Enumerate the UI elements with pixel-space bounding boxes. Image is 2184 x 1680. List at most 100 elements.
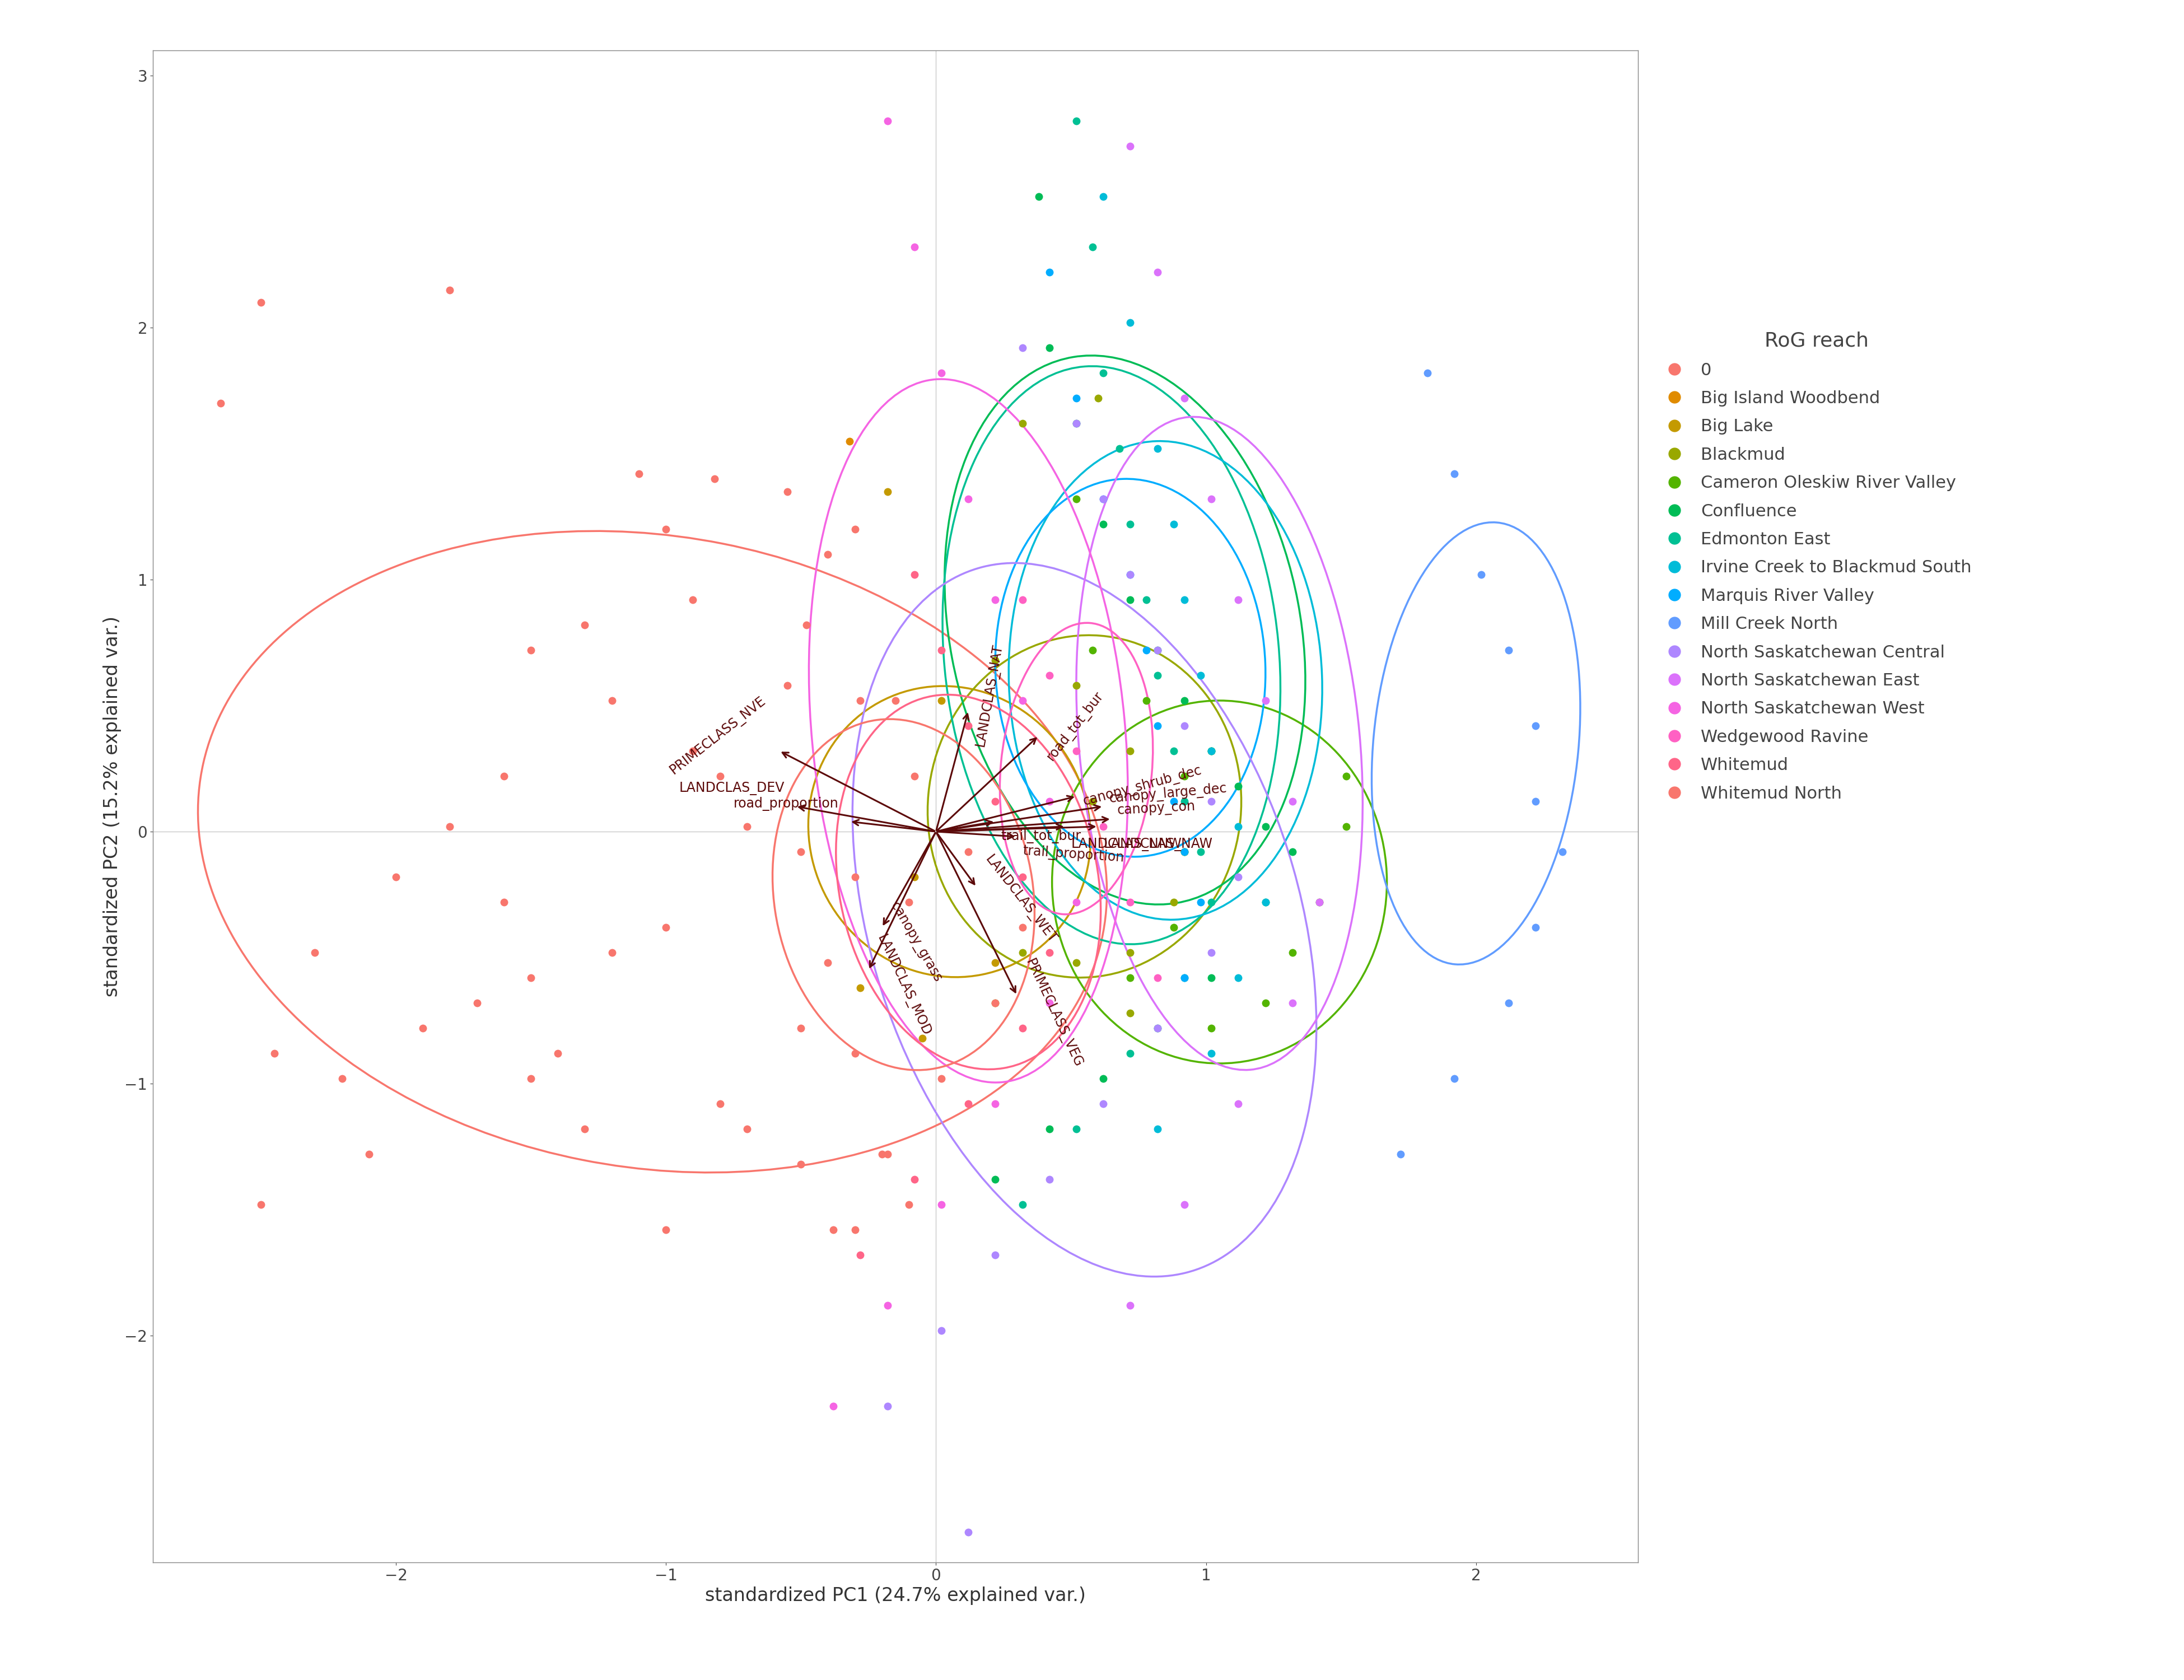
Point	[297, 939, 332, 966]
Point	[1166, 788, 1201, 815]
Point	[1166, 763, 1201, 790]
Point	[594, 687, 629, 714]
Text: LANDCLAS_NAW: LANDCLAS_NAW	[1103, 838, 1212, 850]
Point	[1155, 889, 1190, 916]
Point	[1031, 939, 1066, 966]
Text: road_proportion: road_proportion	[734, 796, 839, 811]
Point	[406, 1015, 441, 1042]
Point	[784, 1151, 819, 1178]
Point	[771, 477, 806, 504]
Point	[1059, 385, 1094, 412]
Point	[904, 1025, 939, 1052]
Point	[1075, 788, 1109, 815]
Point	[1221, 964, 1256, 991]
Point	[978, 788, 1013, 815]
Point	[1114, 1292, 1149, 1319]
Point	[924, 1191, 959, 1218]
Point	[1184, 838, 1219, 865]
Point	[1129, 637, 1164, 664]
Point	[1247, 990, 1282, 1016]
Point	[1114, 889, 1149, 916]
Point	[978, 1166, 1013, 1193]
Text: canopy_con: canopy_con	[1116, 800, 1197, 818]
Point	[1275, 990, 1310, 1016]
Point	[950, 1090, 985, 1117]
Point	[1129, 586, 1164, 613]
Point	[1166, 687, 1201, 714]
Point	[924, 360, 959, 386]
Point	[843, 1242, 878, 1268]
Point	[869, 1393, 904, 1420]
Point	[1114, 1000, 1149, 1026]
Point	[1059, 410, 1094, 437]
Point	[203, 390, 238, 417]
Point	[1085, 511, 1120, 538]
Text: LANDCLAS_NAT: LANDCLAS_NAT	[974, 643, 1005, 748]
Point	[1166, 385, 1201, 412]
Point	[1059, 949, 1094, 976]
Point	[1114, 511, 1149, 538]
Point	[1328, 813, 1363, 840]
Point	[1518, 914, 1553, 941]
Point	[1005, 864, 1040, 890]
Point	[1005, 1015, 1040, 1042]
Point	[1195, 486, 1230, 512]
Point	[1492, 637, 1527, 664]
Point	[1382, 1141, 1417, 1168]
Point	[1411, 360, 1446, 386]
Point	[513, 1065, 548, 1092]
Point	[1437, 1065, 1472, 1092]
Point	[1114, 738, 1149, 764]
Point	[675, 586, 710, 613]
Point	[1155, 914, 1190, 941]
Point	[950, 838, 985, 865]
Point	[1166, 964, 1201, 991]
Point	[978, 647, 1013, 674]
Point	[1195, 964, 1230, 991]
Point	[1195, 939, 1230, 966]
Point	[810, 541, 845, 568]
Point	[1166, 838, 1201, 865]
Point	[487, 763, 522, 790]
Point	[898, 561, 933, 588]
Point	[1166, 586, 1201, 613]
Text: LANDCLAS_WET: LANDCLAS_WET	[983, 853, 1059, 946]
Text: canopy_grass: canopy_grass	[887, 900, 943, 984]
Point	[869, 1292, 904, 1319]
Point	[1328, 763, 1363, 790]
Text: LANDCLAS_NNW: LANDCLAS_NNW	[1070, 838, 1182, 850]
Point	[1140, 637, 1175, 664]
Point	[513, 964, 548, 991]
Point	[729, 813, 764, 840]
Point	[836, 1040, 871, 1067]
Point	[1518, 788, 1553, 815]
Point	[1155, 738, 1190, 764]
Point	[1518, 712, 1553, 739]
Point	[1059, 486, 1094, 512]
X-axis label: standardized PC1 (24.7% explained var.): standardized PC1 (24.7% explained var.)	[705, 1586, 1085, 1604]
Point	[836, 516, 871, 543]
Point	[1140, 435, 1175, 462]
Point	[1075, 234, 1109, 260]
Point	[978, 1242, 1013, 1268]
Point	[1114, 309, 1149, 336]
Point	[1247, 889, 1282, 916]
Point	[784, 838, 819, 865]
Text: canopy_shrub_dec: canopy_shrub_dec	[1081, 764, 1203, 808]
Point	[258, 1040, 293, 1067]
Point	[898, 864, 933, 890]
Point	[869, 108, 904, 134]
Point	[924, 1065, 959, 1092]
Text: canopy_large_dec: canopy_large_dec	[1109, 781, 1227, 806]
Point	[1221, 813, 1256, 840]
Text: PRIMECLASS_VEG: PRIMECLASS_VEG	[1022, 956, 1085, 1070]
Point	[891, 889, 926, 916]
Point	[1544, 838, 1579, 865]
Point	[1463, 561, 1498, 588]
Point	[1031, 259, 1066, 286]
Point	[1184, 662, 1219, 689]
Point	[1085, 360, 1120, 386]
Point	[539, 1040, 574, 1067]
Point	[1492, 990, 1527, 1016]
Point	[378, 864, 413, 890]
